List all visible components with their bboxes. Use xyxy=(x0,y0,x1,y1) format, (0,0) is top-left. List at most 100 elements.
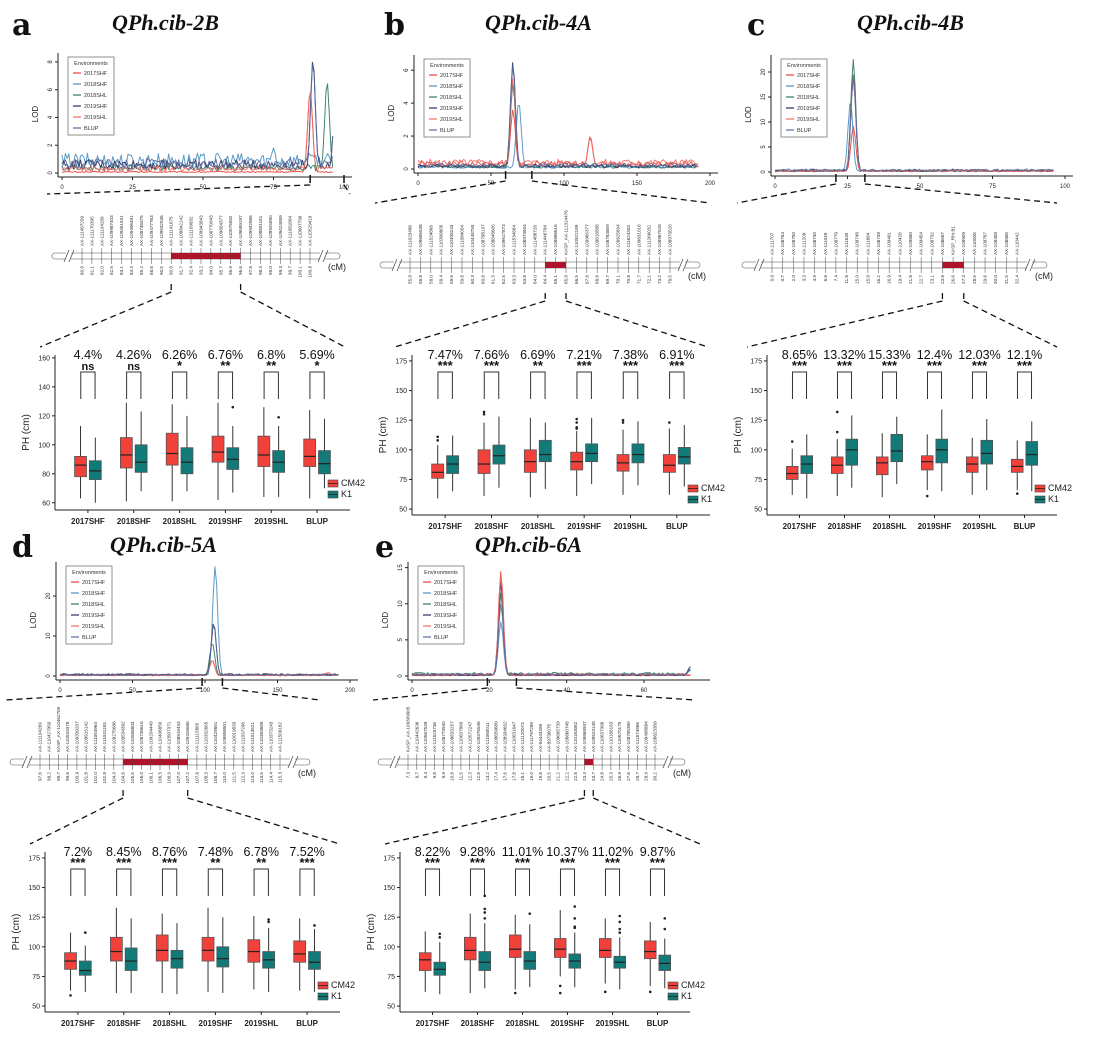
significance-bracket xyxy=(309,371,325,399)
marker-position: 82.0 xyxy=(99,266,104,275)
lod-series-blup xyxy=(774,76,1054,172)
qtl-interval xyxy=(123,759,188,765)
lod-x-tick-label: 0 xyxy=(773,184,777,190)
pve-label: 7.52% xyxy=(289,845,324,859)
qtl-title: QPh.cib-4A xyxy=(485,10,592,35)
box-x-tick-label: 2018SHF xyxy=(107,1019,141,1028)
box-outlier xyxy=(618,927,622,931)
significance-label: *** xyxy=(927,358,943,373)
marker-position: 29.6 xyxy=(983,275,988,284)
marker-name: AX-111115865 xyxy=(194,722,199,752)
marker-position: 100.1 xyxy=(298,266,303,278)
box-outlier xyxy=(483,907,487,911)
significance-bracket xyxy=(171,371,188,399)
chromosome-break-gap xyxy=(394,260,399,270)
zoom-dash-right xyxy=(516,687,696,701)
panel-letter: c xyxy=(747,8,766,43)
box-y-tick-label: 50 xyxy=(399,507,407,514)
lod-y-label: LOD xyxy=(31,106,40,123)
marker-position: 111.5 xyxy=(231,772,236,783)
lod-legend-label: 2019SHF xyxy=(797,106,821,112)
lod-y-tick-label: 0 xyxy=(48,171,54,175)
lod-y-tick-label: 0 xyxy=(761,170,767,174)
marker-name: AX-108848605 xyxy=(491,224,496,255)
marker-position: 11.5 xyxy=(458,772,463,781)
box-iqr-k1 xyxy=(88,460,102,480)
marker-position: 60.3 xyxy=(470,275,475,284)
marker-position: 22.8 xyxy=(573,772,578,781)
marker-name: AX-109401 xyxy=(887,232,892,255)
significance-label: ** xyxy=(220,358,231,373)
chromosome-break-mark xyxy=(758,258,765,272)
chromosome-break-mark xyxy=(68,249,75,263)
lod-plot: 0204060051015LODEnvironments2017SHF2018S… xyxy=(381,562,710,694)
box-outlier xyxy=(483,911,487,914)
marker-position: 108.7 xyxy=(213,772,218,784)
lod-legend: Environments 2017SHF 2018SHF 2018SHL 2019SHF… xyxy=(65,565,113,645)
box-y-label: PH (cm) xyxy=(21,414,32,451)
pve-label: 8.76% xyxy=(152,845,187,859)
chromosome-break-mark xyxy=(662,755,669,769)
marker-position: 25.3 xyxy=(608,772,613,781)
qtl-title: QPh.cib-4B xyxy=(857,10,964,35)
marker-position: 106.0 xyxy=(139,772,144,784)
pve-label: 7.66% xyxy=(474,348,509,362)
box-iqr-k1 xyxy=(308,951,321,970)
marker-name: AX-110667539 xyxy=(423,721,428,752)
marker-position: 18.1 xyxy=(520,772,525,781)
lod-legend-label: 2019SHL xyxy=(82,624,105,630)
significance-label: *** xyxy=(438,358,454,373)
box-iqr-cm42 xyxy=(553,938,567,958)
marker-name: AX-111624303 xyxy=(626,225,631,255)
box-outlier xyxy=(575,417,578,421)
chromosome-break-mark xyxy=(21,755,28,769)
marker-name: AX-111525736 xyxy=(432,722,437,752)
pve-label: 6.91% xyxy=(659,348,694,362)
lod-legend: Environments 2017SHF 2018SHF 2018SHL 2019SHF… xyxy=(417,565,465,645)
lod-y-tick-label: 0 xyxy=(404,167,410,171)
box-outlier xyxy=(267,918,270,921)
marker-name: AX-111488728 xyxy=(532,225,537,255)
marker-position: 83.1 xyxy=(119,266,124,275)
marker-name: KASP_AX-110462709 xyxy=(56,706,61,752)
lod-legend-label: 2018SHF xyxy=(797,84,821,90)
spread-dash-right xyxy=(240,291,346,348)
lod-y-label: LOD xyxy=(29,612,38,629)
lod-x-tick-label: 0 xyxy=(58,688,62,694)
marker-map: AX-111467209 80.8 AX-111170395 81.1 AX-11110… xyxy=(39,184,351,348)
lod-y-tick-label: 20 xyxy=(761,68,767,75)
map-unit-label: (cM) xyxy=(1035,271,1053,281)
marker-name: AX-110429851 xyxy=(213,721,218,752)
spread-dash-right xyxy=(592,797,701,845)
box-outlier xyxy=(483,917,487,920)
marker-position: 23.1 xyxy=(929,275,934,284)
lod-plot: 0 50 100 150 200 0 10 20 LOD Environments 2017SHF 2… xyxy=(29,562,358,694)
significance-bracket xyxy=(836,371,853,399)
marker-name: AX-111023486 xyxy=(408,225,413,255)
significance-bracket xyxy=(161,868,178,896)
spread-dash-right xyxy=(963,300,1058,348)
lod-legend-label: 2019SHL xyxy=(84,115,107,121)
marker-name: AX-109860 xyxy=(908,232,913,255)
chromosome-break-gap xyxy=(24,757,29,767)
significance-label: *** xyxy=(972,358,988,373)
marker-position: 12.8 xyxy=(476,772,481,781)
box-outlier xyxy=(621,421,625,424)
legend-label: CM42 xyxy=(341,478,365,488)
lod-legend-label: BLUP xyxy=(440,128,455,134)
marker-name: AX-109376546 xyxy=(476,721,481,752)
lod-x-tick-label: 60 xyxy=(641,688,648,694)
marker-name: AX-108660748 xyxy=(564,721,569,752)
marker-name: AX-110637860 xyxy=(458,721,463,752)
marker-name: AX-109898801 xyxy=(222,721,227,752)
lod-x-tick-label: 75 xyxy=(989,184,996,190)
marker-position: 65.8 xyxy=(564,275,569,284)
marker-name: AX-109424589 xyxy=(278,215,283,246)
box-outlier xyxy=(436,439,439,442)
marker-name: KASP_AX-111314476 xyxy=(564,210,569,255)
marker-position: 99.6 xyxy=(65,772,70,781)
marker-name: AX-111104209 xyxy=(99,216,104,246)
marker-name: AX-110427950 xyxy=(47,721,52,752)
marker-position: 91.7 xyxy=(179,266,184,275)
